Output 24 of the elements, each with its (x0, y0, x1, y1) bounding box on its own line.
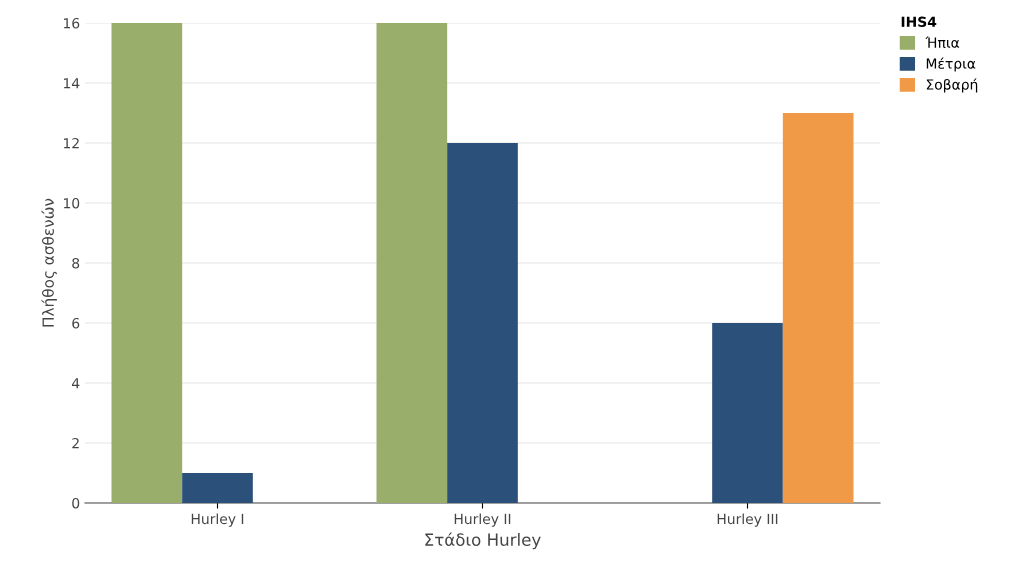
y-tick-label: 8 (72, 257, 80, 269)
y-tick-label: 4 (71, 378, 80, 389)
bar (182, 473, 253, 503)
y-tick-label: 6 (72, 317, 80, 329)
x-tick-label: Hurley III (717, 513, 778, 527)
legend-title: IHS4 (901, 16, 937, 28)
bar (447, 143, 518, 503)
y-tick-label: 10 (63, 197, 80, 209)
bar (782, 113, 854, 503)
legend-label: Σοβαρή (926, 78, 978, 93)
bar (111, 23, 183, 503)
x-axis-title: Στάδιο Hurley (425, 532, 541, 550)
y-tick-label: 2 (72, 437, 79, 449)
bar (376, 23, 448, 503)
legend-label: Μέτρια (926, 57, 976, 72)
y-tick-label: 12 (63, 137, 79, 149)
y-axis-title: Πλήθος ασθενών (41, 198, 57, 327)
legend-label: Ήπια (925, 36, 960, 48)
bar (712, 323, 783, 503)
y-tick-label: 14 (63, 78, 80, 89)
y-tick-label: 16 (63, 17, 80, 29)
x-tick-label: Hurley II (454, 513, 511, 527)
x-tick-label: Hurley I (191, 513, 244, 527)
y-tick-label: 0 (72, 497, 80, 509)
